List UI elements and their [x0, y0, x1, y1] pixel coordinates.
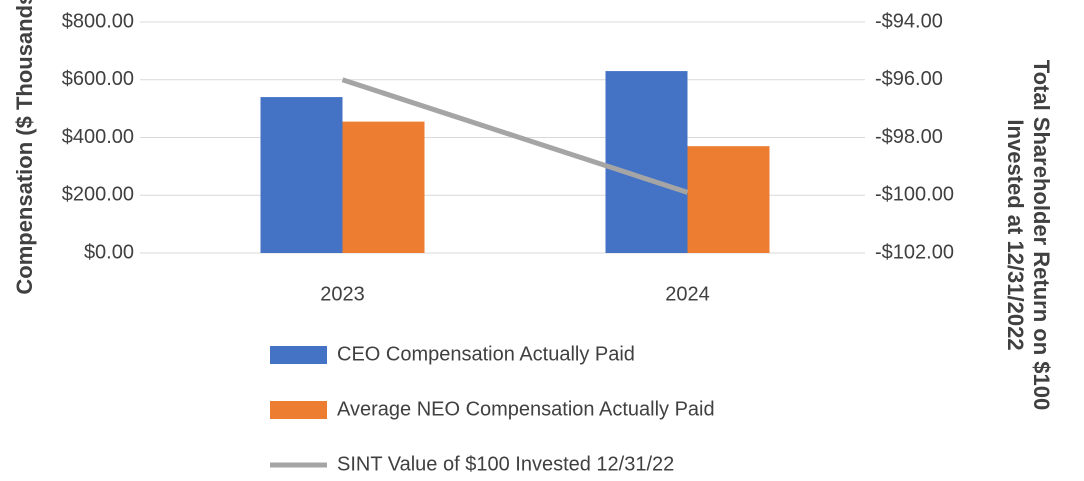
y-tick-label: $0.00: [84, 241, 134, 263]
y-tick-label: $400.00: [62, 126, 134, 148]
legend-label: CEO Compensation Actually Paid: [337, 343, 635, 365]
bar: [687, 146, 770, 253]
y2-tick-label: -$94.00: [875, 10, 943, 32]
line-series: [341, 77, 689, 195]
legend-label: SINT Value of $100 Invested 12/31/22: [337, 453, 674, 475]
y-tick-label: $200.00: [62, 184, 134, 206]
legend-swatch: [270, 346, 327, 364]
bar: [342, 121, 425, 254]
x-tick-label: 2024: [665, 283, 710, 305]
y-axis-title: Compensation ($ Thousands): [12, 0, 37, 295]
legend-swatch: [270, 401, 327, 419]
y2-tick-label: -$98.00: [875, 126, 943, 148]
bar: [260, 97, 343, 253]
legend-label: Average NEO Compensation Actually Paid: [337, 398, 715, 420]
y2-tick-label: -$96.00: [875, 68, 943, 90]
y-tick-label: $800.00: [62, 10, 134, 32]
y2-tick-label: -$100.00: [875, 184, 954, 206]
y2-axis-title: Total Shareholder Return on $100: [1029, 60, 1054, 410]
y2-axis-title: Invested at 12/31/2022: [1003, 119, 1028, 350]
y-tick-label: $600.00: [62, 68, 134, 90]
y2-tick-label: -$102.00: [875, 241, 954, 263]
bar: [605, 71, 688, 254]
x-tick-label: 2023: [320, 283, 365, 305]
